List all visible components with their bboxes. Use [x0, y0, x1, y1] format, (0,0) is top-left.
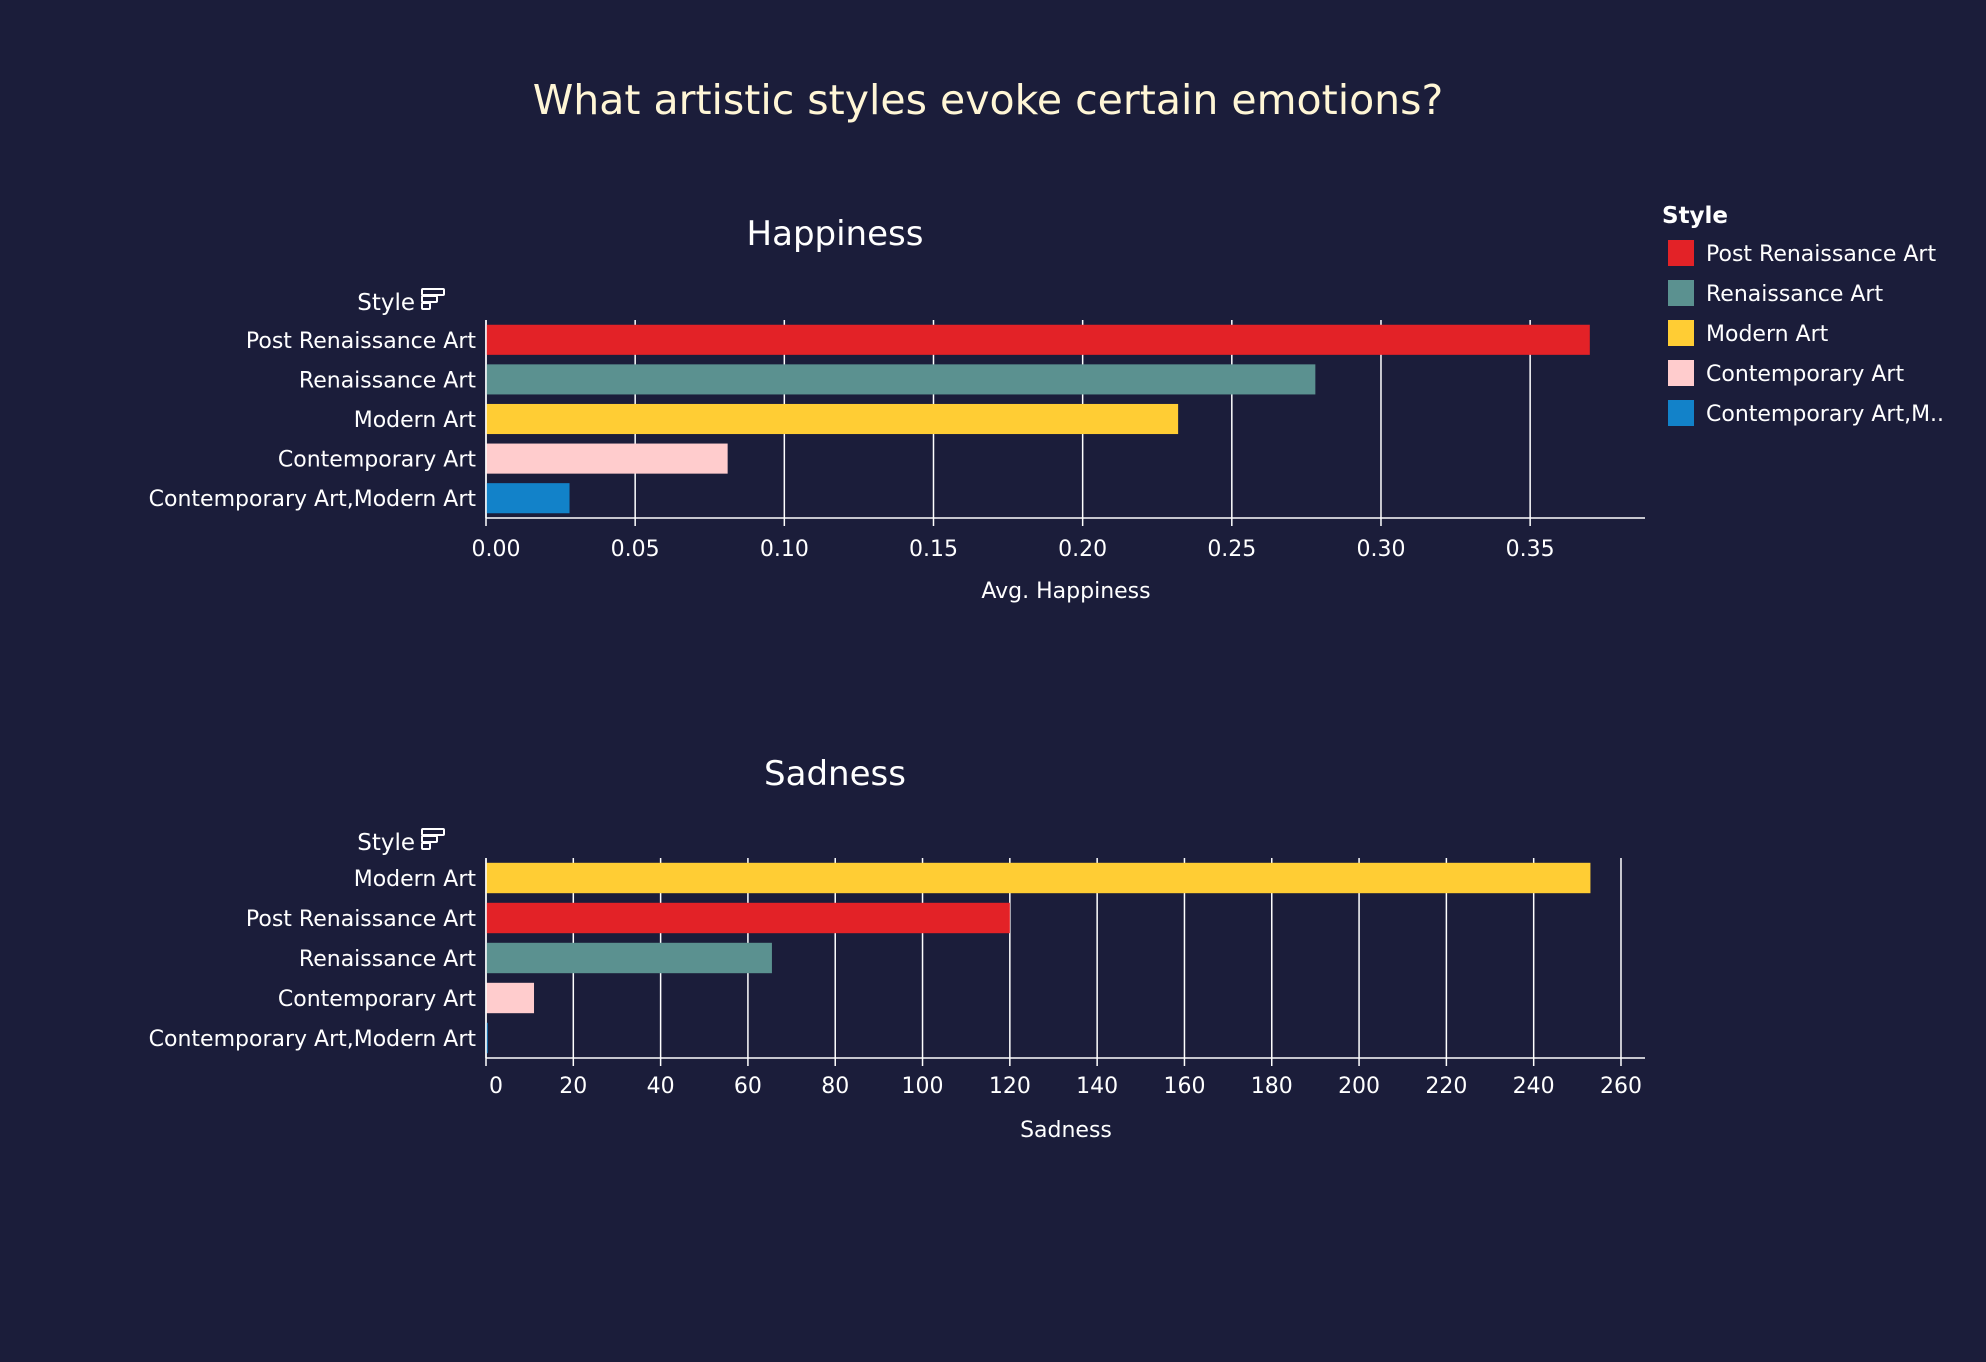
bar-contemporary-art-modern-art[interactable]: [486, 483, 570, 514]
category-label: Contemporary Art,Modern Art: [149, 1027, 477, 1052]
category-label: Post Renaissance Art: [246, 907, 476, 932]
legend-swatch: [1668, 320, 1694, 346]
legend-item[interactable]: Contemporary Art: [1668, 360, 1904, 387]
legend-label: Contemporary Art: [1706, 362, 1904, 387]
x-tick-label: 0.00: [472, 537, 521, 562]
x-tick-label: 0.25: [1207, 537, 1256, 562]
category-label: Contemporary Art: [278, 448, 476, 473]
bar-modern-art[interactable]: [486, 862, 1591, 894]
legend-label: Post Renaissance Art: [1706, 242, 1936, 267]
legend-label: Renaissance Art: [1706, 282, 1883, 307]
y-axis-label: Style: [357, 830, 415, 856]
sort-icon[interactable]: [421, 828, 445, 850]
sadness-chart: Modern Art Post Renaissance Art Renaissanc…: [149, 754, 1645, 1143]
bar-modern-art[interactable]: [486, 403, 1179, 435]
x-tick-label: 240: [1513, 1074, 1555, 1099]
legend-label: Contemporary Art,M..: [1706, 402, 1944, 427]
category-label: Contemporary Art: [278, 987, 476, 1012]
bar-contemporary-art[interactable]: [486, 982, 535, 1014]
legend-title: Style: [1662, 203, 1728, 229]
x-tick-label: 0.15: [909, 537, 958, 562]
x-tick-label: 200: [1338, 1074, 1380, 1099]
x-tick-label: 120: [989, 1074, 1031, 1099]
category-label: Modern Art: [354, 867, 477, 892]
bar-contemporary-art[interactable]: [486, 443, 728, 474]
category-label: Renaissance Art: [299, 368, 476, 393]
x-tick-label: 100: [902, 1074, 944, 1099]
category-label: Modern Art: [354, 408, 477, 433]
x-tick-label: 0.30: [1356, 537, 1405, 562]
x-tick-label: 0.35: [1506, 537, 1555, 562]
x-tick-label: 0.20: [1058, 537, 1107, 562]
legend-swatch: [1668, 400, 1694, 426]
legend-item[interactable]: Post Renaissance Art: [1668, 240, 1936, 267]
happiness-chart: Post Renaissance Art Renaissance Art Moder…: [149, 214, 1645, 604]
x-tick-label: 40: [647, 1074, 675, 1099]
x-tick-label: 80: [821, 1074, 849, 1099]
x-tick-label: 160: [1163, 1074, 1205, 1099]
bar-contemporary-art-modern-art[interactable]: [486, 1022, 488, 1054]
x-axis-label: Sadness: [1020, 1118, 1112, 1143]
legend-swatch: [1668, 240, 1694, 266]
bar-renaissance-art[interactable]: [486, 942, 772, 974]
x-tick-label: 0: [489, 1074, 503, 1099]
legend: Style Post Renaissance Art Renaissance Ar…: [1662, 203, 1944, 427]
x-axis-label: Avg. Happiness: [981, 579, 1150, 604]
x-tick-label: 260: [1600, 1074, 1642, 1099]
page-title: What artistic styles evoke certain emoti…: [533, 76, 1444, 124]
x-tick-label: 0.05: [611, 537, 660, 562]
x-tick-label: 180: [1251, 1074, 1293, 1099]
y-axis-label: Style: [357, 290, 415, 316]
x-tick-label: 60: [734, 1074, 762, 1099]
sort-icon[interactable]: [421, 288, 445, 310]
legend-swatch: [1668, 360, 1694, 386]
bar-renaissance-art[interactable]: [486, 364, 1316, 395]
x-tick-label: 20: [559, 1074, 587, 1099]
x-tick-label: 140: [1076, 1074, 1118, 1099]
legend-item[interactable]: Renaissance Art: [1668, 280, 1883, 307]
legend-item[interactable]: Contemporary Art,M..: [1668, 400, 1944, 427]
legend-swatch: [1668, 280, 1694, 306]
bar-post-renaissance-art[interactable]: [486, 902, 1010, 934]
x-tick-label: 220: [1425, 1074, 1467, 1099]
x-tick-label: 0.10: [760, 537, 809, 562]
chart-title: Happiness: [747, 214, 924, 254]
bar-post-renaissance-art[interactable]: [486, 324, 1590, 355]
category-label: Contemporary Art,Modern Art: [149, 487, 477, 512]
legend-item[interactable]: Modern Art: [1668, 320, 1829, 347]
category-label: Post Renaissance Art: [246, 329, 476, 354]
chart-title: Sadness: [764, 754, 906, 794]
category-label: Renaissance Art: [299, 947, 476, 972]
legend-label: Modern Art: [1706, 322, 1829, 347]
